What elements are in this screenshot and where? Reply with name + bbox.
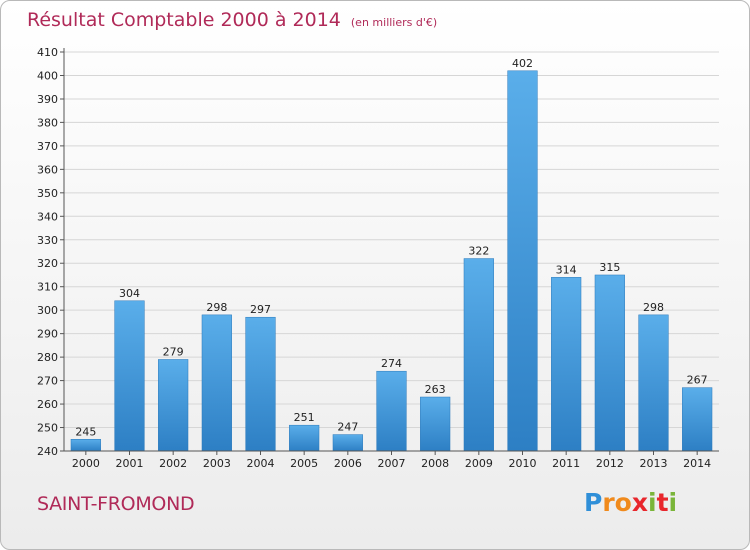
x-tick-label: 2007 (378, 457, 406, 470)
x-tick-label: 2005 (290, 457, 318, 470)
bar-2013 (638, 314, 669, 452)
logo-letter: r (602, 488, 615, 517)
data-labels: 245 304 279 298 297 251 247 274 263 322 402 314 315 2… (75, 57, 707, 438)
logo-letter: i (648, 488, 657, 517)
bar-2008 (420, 396, 451, 452)
y-axis-ticks: 240 250 260 270 280 290 300 310 320 330 340 350 360 3… (37, 46, 64, 458)
y-tick-label: 370 (37, 140, 58, 153)
data-label-2012: 315 (599, 261, 620, 274)
x-tick-label: 2011 (552, 457, 580, 470)
data-label-2008: 263 (425, 383, 446, 396)
bar-2010 (507, 70, 538, 452)
proxiti-logo: Proxiti (584, 488, 677, 517)
x-tick-label: 2009 (465, 457, 493, 470)
bar-2009 (463, 258, 494, 452)
x-tick-label: 2014 (683, 457, 711, 470)
data-label-2010: 402 (512, 57, 533, 70)
data-label-2011: 314 (556, 263, 577, 276)
y-tick-label: 350 (37, 187, 58, 200)
y-tick-label: 380 (37, 116, 58, 129)
logo-letter: o (614, 488, 632, 517)
y-tick-label: 250 (37, 422, 58, 435)
data-label-2000: 245 (75, 425, 96, 438)
logo-letter: P (584, 488, 603, 517)
y-tick-label: 270 (37, 375, 58, 388)
y-tick-label: 310 (37, 281, 58, 294)
bar-2000 (70, 439, 101, 452)
y-tick-label: 360 (37, 163, 58, 176)
y-tick-label: 320 (37, 257, 58, 270)
city-name: SAINT-FROMOND (37, 493, 195, 515)
x-axis-ticks: 2000 2001 2002 2003 2004 2005 2006 2007 2008 2009… (72, 451, 711, 470)
data-label-2001: 304 (119, 287, 140, 300)
logo-letter: x (631, 488, 648, 517)
data-label-2004: 297 (250, 303, 271, 316)
data-label-2009: 322 (468, 245, 489, 258)
bars (70, 70, 713, 452)
x-tick-label: 2002 (159, 457, 187, 470)
bar-2014 (682, 387, 713, 452)
data-label-2005: 251 (294, 411, 315, 424)
bar-2002 (158, 359, 189, 452)
bar-2001 (114, 300, 145, 452)
x-tick-label: 2010 (509, 457, 537, 470)
y-tick-label: 290 (37, 328, 58, 341)
y-tick-label: 240 (37, 445, 58, 458)
bar-2012 (594, 274, 625, 452)
logo-letter: t (656, 488, 669, 517)
chart-unit-label: (en milliers d'€) (350, 16, 438, 29)
bar-2006 (332, 434, 363, 452)
data-label-2007: 274 (381, 357, 402, 370)
x-tick-label: 2008 (421, 457, 449, 470)
y-tick-label: 330 (37, 234, 58, 247)
y-tick-label: 410 (37, 46, 58, 59)
bar-2005 (289, 424, 320, 452)
y-tick-label: 300 (37, 304, 58, 317)
bar-2003 (201, 314, 232, 452)
chart-title-block: Résultat Comptable 2000 à 2014 (en millie… (27, 9, 437, 31)
y-tick-label: 390 (37, 93, 58, 106)
x-tick-label: 2003 (203, 457, 231, 470)
bar-2011 (551, 277, 582, 452)
data-label-2014: 267 (687, 374, 708, 387)
x-tick-label: 2004 (247, 457, 275, 470)
y-tick-label: 340 (37, 210, 58, 223)
data-label-2013: 298 (643, 301, 664, 314)
data-label-2003: 298 (206, 301, 227, 314)
data-label-2002: 279 (163, 345, 184, 358)
y-tick-label: 280 (37, 351, 58, 364)
bar-2007 (376, 370, 407, 452)
data-label-2006: 247 (337, 421, 358, 434)
bar-2004 (245, 316, 276, 452)
x-tick-label: 2013 (640, 457, 668, 470)
chart-title: Résultat Comptable 2000 à 2014 (27, 9, 341, 31)
x-tick-label: 2001 (116, 457, 144, 470)
x-tick-label: 2012 (596, 457, 624, 470)
bar-chart: 240 250 260 270 280 290 300 310 320 330 340 350 360 3… (37, 46, 719, 470)
logo-letter: i (668, 488, 678, 517)
y-tick-label: 400 (37, 69, 58, 82)
x-tick-label: 2006 (334, 457, 362, 470)
y-tick-label: 260 (37, 398, 58, 411)
x-tick-label: 2000 (72, 457, 100, 470)
